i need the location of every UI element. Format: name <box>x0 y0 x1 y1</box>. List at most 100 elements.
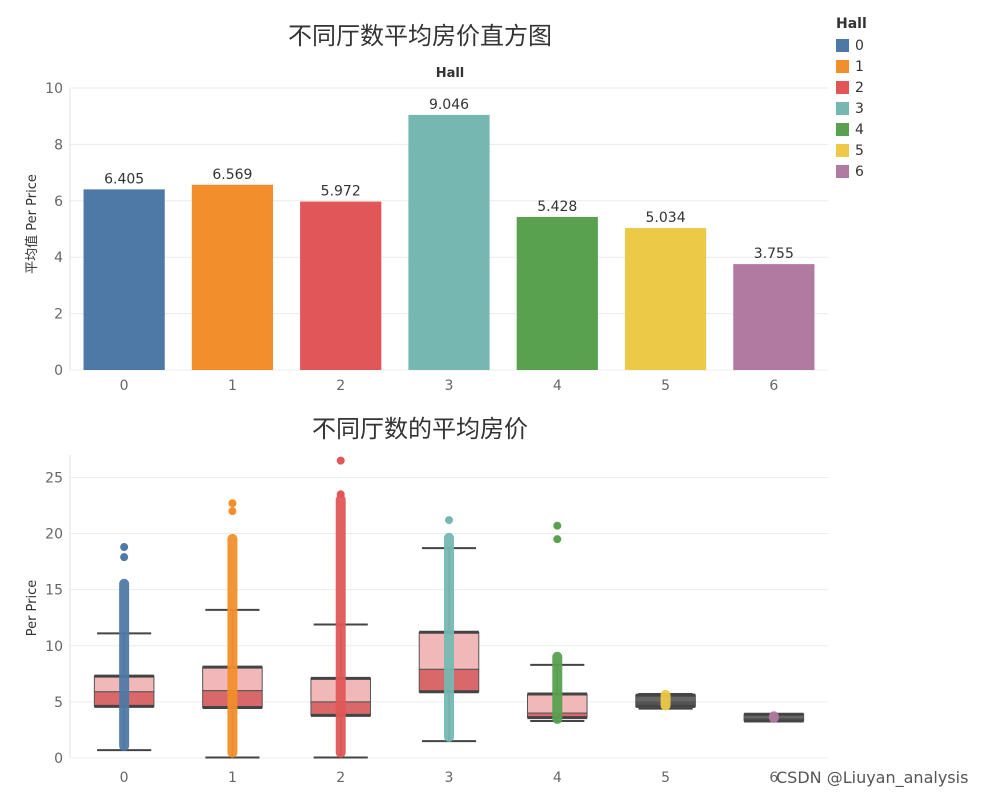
legend-swatch <box>836 60 849 73</box>
points-strip <box>552 651 563 724</box>
y-tick-label: 10 <box>45 639 63 655</box>
bar-5 <box>624 228 707 370</box>
legend-item-6: 6 <box>836 161 867 182</box>
x-tick-label: 0 <box>120 770 129 786</box>
outlier-point <box>120 543 129 552</box>
box-chart-ylabel: Per Price <box>25 580 40 637</box>
legend-label: 5 <box>855 142 864 159</box>
outlier-point <box>553 535 562 544</box>
legend-item-2: 2 <box>836 77 867 98</box>
legend-item-3: 3 <box>836 98 867 119</box>
box-chart-xticks: 0 1 2 3 4 5 6 <box>120 770 779 786</box>
bar-value-label: 6.405 <box>104 171 144 187</box>
bar-3 <box>408 114 490 370</box>
bar-value-label: 3.755 <box>754 246 794 262</box>
y-tick-label: 0 <box>54 363 63 379</box>
box-3 <box>418 516 480 743</box>
box-2 <box>310 456 371 759</box>
bar-6 <box>733 264 815 370</box>
x-tick-label: 2 <box>336 378 345 394</box>
points-strip <box>660 689 671 711</box>
legend-label: 1 <box>855 58 864 75</box>
legend-swatch <box>836 102 849 115</box>
bar-1 <box>191 184 274 370</box>
bar-chart-value-labels: 6.405 6.569 5.972 9.046 5.428 5.034 3.755 <box>104 97 794 262</box>
legend: Hall 0 1 2 3 4 5 6 <box>836 16 867 182</box>
bar-value-label: 6.569 <box>212 167 252 183</box>
bar-0 <box>83 189 165 370</box>
x-tick-label: 3 <box>445 770 454 786</box>
y-tick-label: 25 <box>45 470 63 486</box>
legend-item-1: 1 <box>836 56 867 77</box>
x-tick-label: 6 <box>769 770 778 786</box>
bar-value-label: 5.428 <box>537 199 577 215</box>
x-tick-label: 3 <box>445 378 454 394</box>
bar-2 <box>300 201 382 370</box>
outlier-point <box>336 490 345 499</box>
bar-value-label: 5.972 <box>321 184 361 200</box>
bar-4 <box>516 216 598 370</box>
x-tick-label: 5 <box>661 770 670 786</box>
points-strip <box>227 533 238 758</box>
bar-chart-title: 不同厅数平均房价直方图 <box>288 22 552 50</box>
bar-value-label: 9.046 <box>429 97 469 113</box>
legend-label: 2 <box>855 79 864 96</box>
points-strip <box>335 494 346 758</box>
y-tick-label: 20 <box>45 527 63 543</box>
legend-swatch <box>836 81 849 94</box>
legend-swatch <box>836 123 849 136</box>
outlier-point <box>228 499 237 508</box>
legend-item-5: 5 <box>836 140 867 161</box>
legend-swatch <box>836 165 849 178</box>
y-tick-label: 4 <box>54 250 63 266</box>
box-1 <box>202 499 263 759</box>
y-tick-label: 0 <box>54 751 63 767</box>
outlier-point <box>120 553 129 562</box>
points-strip <box>768 711 779 723</box>
y-tick-label: 6 <box>54 194 63 210</box>
bar-chart-bars <box>83 114 815 370</box>
legend-item-4: 4 <box>836 119 867 140</box>
box-chart-title: 不同厅数的平均房价 <box>312 415 528 443</box>
legend-label: 3 <box>855 100 864 117</box>
box-0 <box>93 543 155 752</box>
x-tick-label: 1 <box>228 378 237 394</box>
x-tick-label: 0 <box>120 378 129 394</box>
outlier-point <box>553 521 562 530</box>
y-tick-label: 2 <box>54 307 63 323</box>
x-tick-label: 6 <box>769 378 778 394</box>
x-tick-label: 4 <box>553 770 562 786</box>
outlier-point <box>336 456 345 465</box>
x-tick-label: 2 <box>336 770 345 786</box>
box-4 <box>527 521 588 724</box>
outlier-point <box>228 507 237 516</box>
bar-chart-header: Hall <box>436 66 465 81</box>
watermark: CSDN @Liuyan_analysis <box>776 768 969 787</box>
legend-swatch <box>836 144 849 157</box>
bar-chart-yticks: 0 2 4 6 8 10 <box>45 81 63 379</box>
legend-items: 0 1 2 3 4 5 6 <box>836 35 867 182</box>
y-tick-label: 15 <box>45 583 63 599</box>
points-strip <box>444 532 454 742</box>
legend-label: 6 <box>855 163 864 180</box>
y-tick-label: 8 <box>54 137 63 153</box>
legend-title: Hall <box>836 16 867 32</box>
points-strip <box>119 578 130 751</box>
legend-swatch <box>836 39 849 52</box>
bar-value-label: 5.034 <box>646 210 686 226</box>
bar-chart-ylabel: 平均值 Per Price <box>24 174 40 274</box>
box-6 <box>743 711 805 723</box>
y-tick-label: 10 <box>45 81 63 97</box>
outlier-point <box>445 516 453 525</box>
box-chart: 不同厅数的平均房价 Per Price 0 5 10 15 20 25 0 1 2 3 4 5 6 <box>25 415 828 786</box>
y-tick-label: 5 <box>54 695 63 711</box>
legend-label: 4 <box>855 121 864 138</box>
x-tick-label: 1 <box>228 770 237 786</box>
legend-label: 0 <box>855 37 864 54</box>
box-chart-yticks: 0 5 10 15 20 25 <box>45 470 63 767</box>
x-tick-label: 5 <box>661 378 670 394</box>
box-5 <box>635 689 696 711</box>
bar-chart-xticks: 0 1 2 3 4 5 6 <box>120 378 779 394</box>
